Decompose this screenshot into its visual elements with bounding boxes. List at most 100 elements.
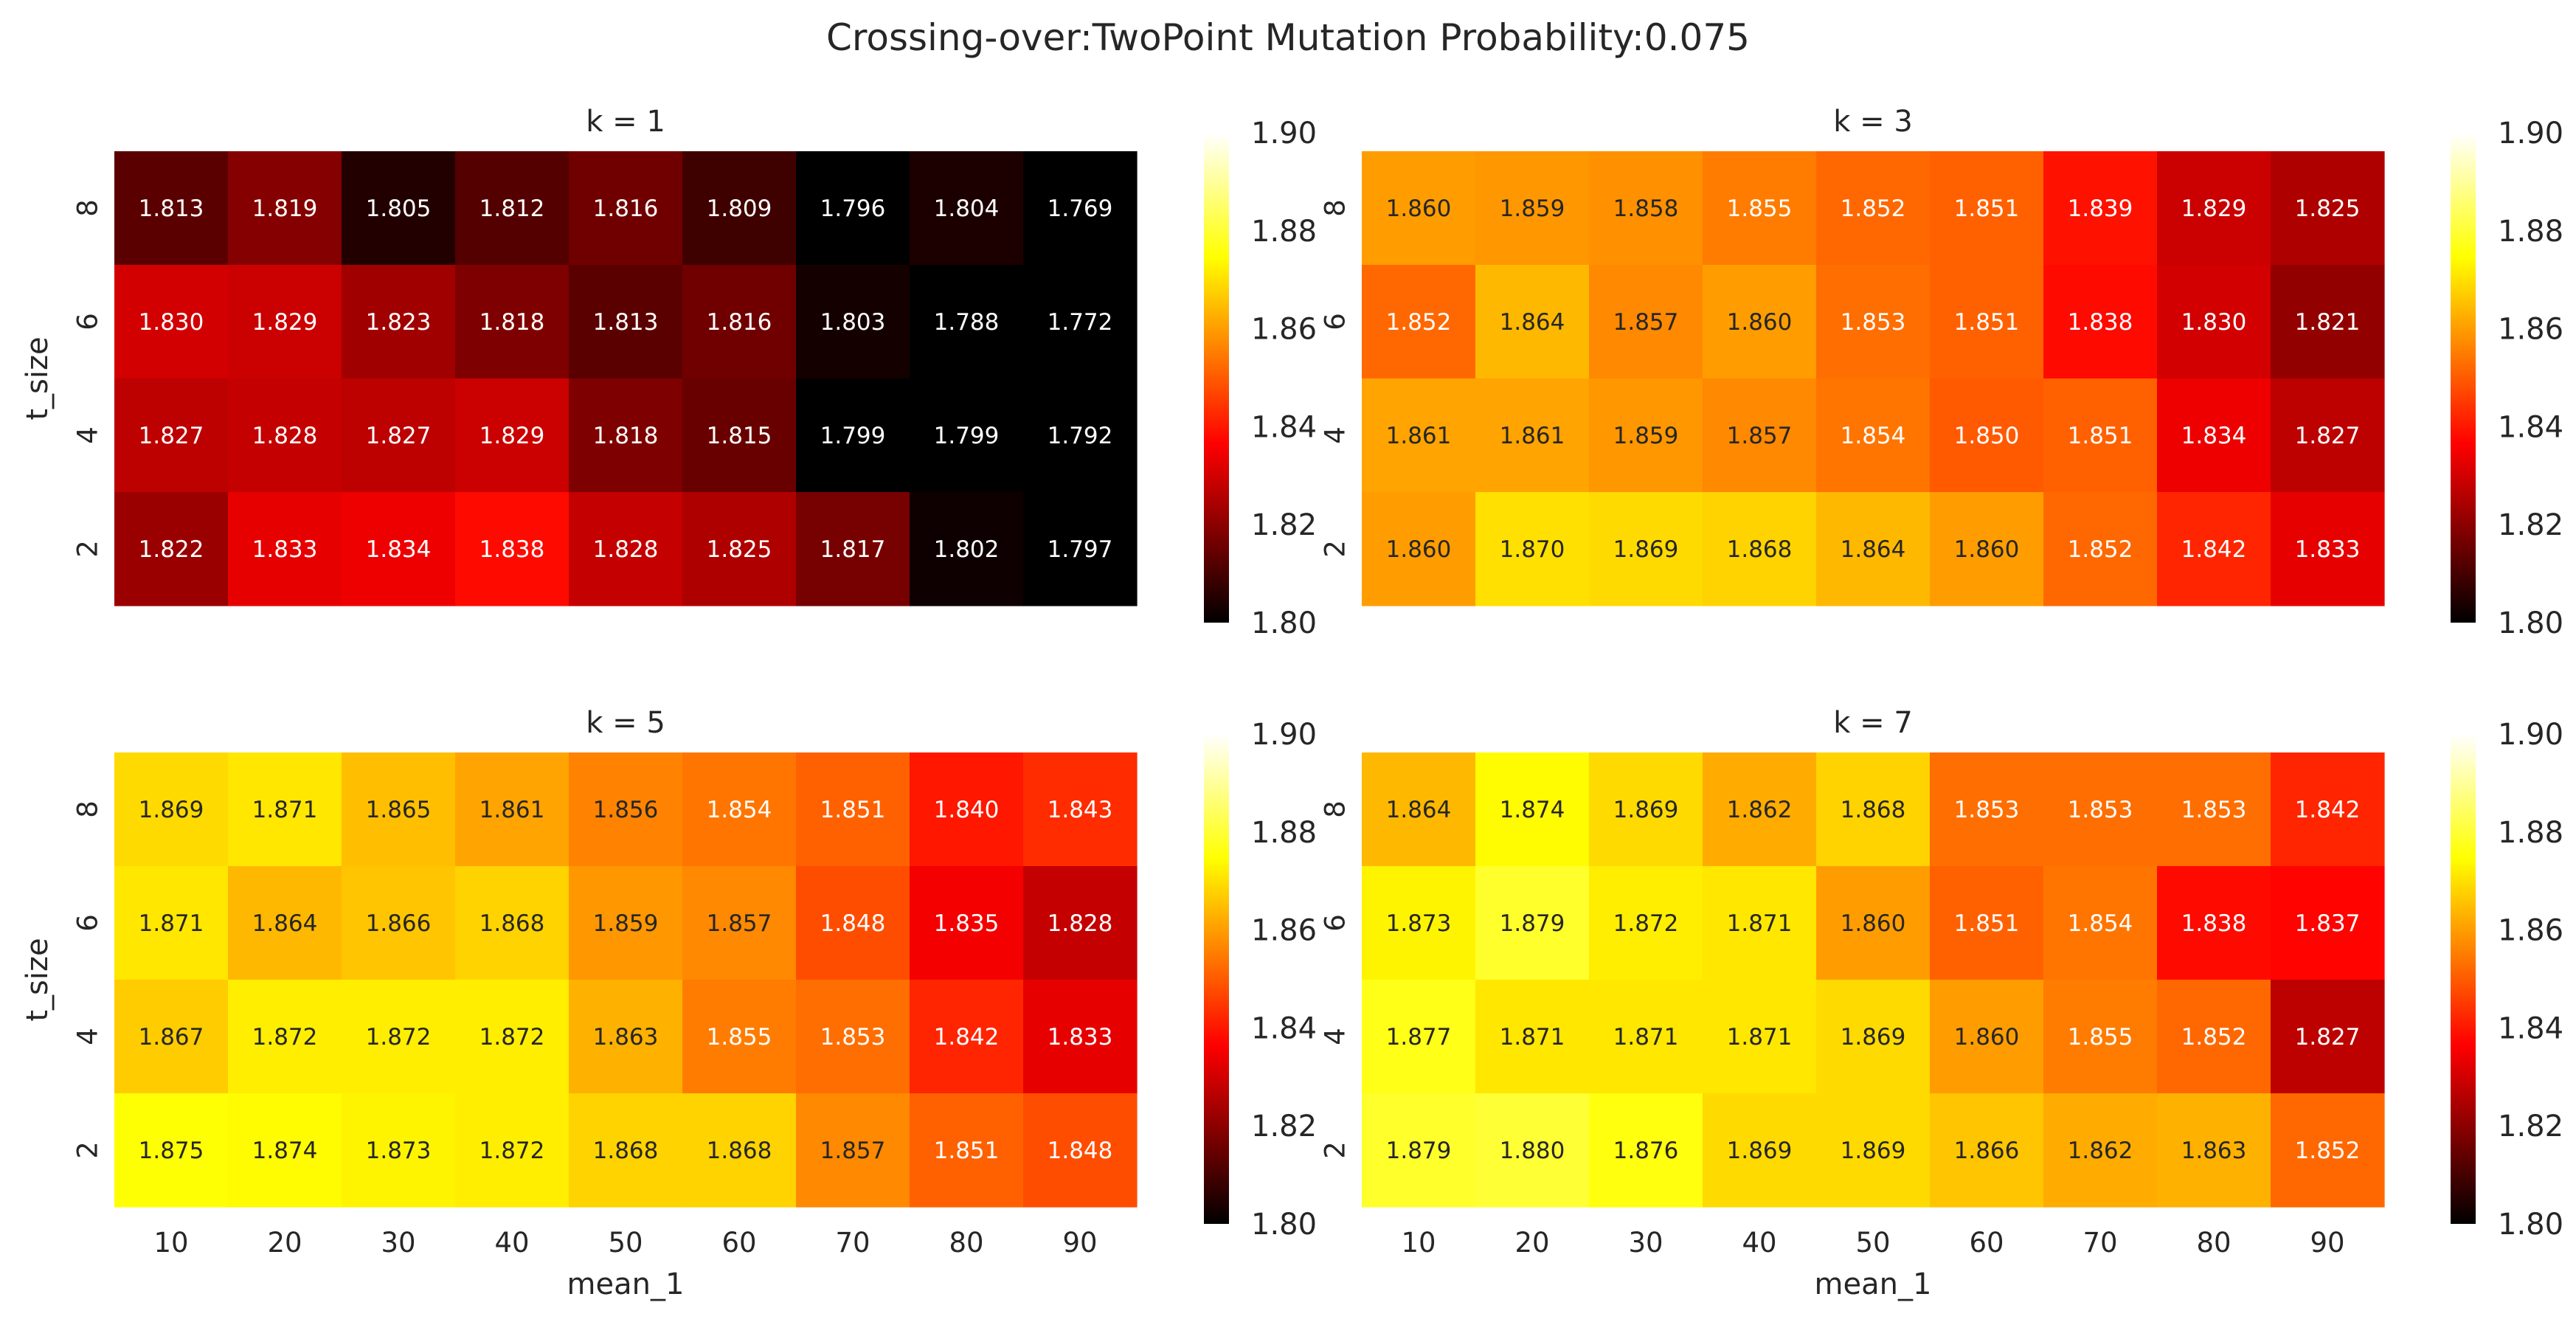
y-tick-label: 2 — [1320, 540, 1351, 558]
y-tick-label: 6 — [72, 914, 104, 932]
heatmap-cell — [1589, 980, 1703, 1094]
y-tick-label: 6 — [72, 313, 104, 330]
colorbar-tick-label: 1.82 — [2498, 1110, 2563, 1143]
cell-value-label: 1.788 — [934, 309, 1000, 336]
x-tick-label: 10 — [153, 1227, 188, 1259]
cell-value-label: 1.827 — [366, 423, 432, 449]
cell-value-label: 1.833 — [252, 536, 318, 563]
cell-value-label: 1.874 — [1500, 797, 1565, 823]
heatmap-cell — [1362, 866, 1476, 980]
cell-value-label: 1.819 — [252, 195, 318, 222]
heatmap-cell — [1475, 1093, 1590, 1208]
panel-title: k = 5 — [586, 706, 665, 740]
heatmap-cell — [1023, 265, 1138, 379]
cell-value-label: 1.859 — [593, 910, 659, 937]
heatmap-cell — [1023, 492, 1138, 606]
colorbar-tick-label: 1.80 — [1251, 606, 1317, 640]
cell-value-label: 1.829 — [2181, 195, 2247, 222]
cell-value-label: 1.857 — [820, 1138, 886, 1164]
heatmap-cell — [910, 1093, 1024, 1208]
cell-value-label: 1.848 — [820, 910, 886, 937]
cell-value-label: 1.880 — [1500, 1138, 1565, 1164]
colorbar-tick-label: 1.88 — [1251, 215, 1317, 249]
cell-value-label: 1.809 — [707, 195, 772, 222]
heatmap-cell — [2043, 1093, 2158, 1208]
heatmap-cell — [2157, 151, 2271, 266]
cell-value-label: 1.796 — [820, 195, 886, 222]
heatmap-cell — [455, 378, 569, 493]
cell-value-label: 1.825 — [2295, 195, 2361, 222]
heatmap-panel-4: 1.864 1.874 1.869 1.862 1.868 1.853 1.853 1.853… — [1320, 706, 2564, 1301]
heatmap-cell — [1930, 1093, 2044, 1208]
heatmap-cell — [1703, 980, 1817, 1094]
cell-value-label: 1.859 — [1500, 195, 1565, 222]
cell-value-label: 1.834 — [2181, 423, 2247, 449]
cell-value-label: 1.838 — [479, 536, 545, 563]
heatmap-cell — [228, 378, 342, 493]
cell-value-label: 1.868 — [707, 1138, 772, 1164]
heatmap-cell — [1475, 378, 1590, 493]
cell-value-label: 1.869 — [1613, 536, 1679, 563]
heatmap-cell — [228, 866, 342, 980]
heatmap-cell — [1816, 1093, 1931, 1208]
heatmap-cell — [1816, 151, 1931, 266]
cell-value-label: 1.871 — [1727, 910, 1793, 937]
colorbar-tick-label: 1.80 — [2498, 1208, 2563, 1242]
heatmap-cell — [455, 980, 569, 1094]
cell-value-label: 1.860 — [1386, 195, 1452, 222]
heatmap-cell — [1703, 265, 1817, 379]
cell-value-label: 1.842 — [2295, 797, 2361, 823]
cell-value-label: 1.799 — [820, 423, 886, 449]
heatmap-cell — [114, 492, 229, 606]
cell-value-label: 1.838 — [2068, 309, 2133, 336]
cell-value-label: 1.879 — [1500, 910, 1565, 937]
heatmap-cell — [228, 752, 342, 867]
colorbar-tick-label: 1.90 — [1251, 117, 1317, 150]
x-axis-label: mean_1 — [1815, 1267, 1932, 1301]
cell-value-label: 1.822 — [139, 536, 204, 563]
cell-value-label: 1.868 — [1727, 536, 1793, 563]
heatmap-cell — [2271, 752, 2385, 867]
colorbar-tick-label: 1.80 — [2498, 606, 2563, 640]
heatmap-cell — [342, 378, 456, 493]
heatmap-cell — [1589, 866, 1703, 980]
cell-value-label: 1.835 — [934, 910, 1000, 937]
colorbar-tick-label: 1.88 — [2498, 816, 2563, 850]
cell-value-label: 1.851 — [1954, 195, 2020, 222]
heatmap-cell — [682, 980, 797, 1094]
cell-value-label: 1.860 — [1727, 309, 1793, 336]
colorbar — [1204, 133, 1229, 623]
heatmap-cell — [796, 752, 910, 867]
heatmap-cell — [1703, 752, 1817, 867]
heatmap-cell — [1589, 151, 1703, 266]
y-tick-label: 2 — [1320, 1141, 1351, 1159]
cell-value-label: 1.869 — [1613, 797, 1679, 823]
heatmap-cell — [1703, 492, 1817, 606]
cell-value-label: 1.862 — [1727, 797, 1793, 823]
heatmap-cell — [2271, 980, 2385, 1094]
cell-value-label: 1.872 — [479, 1138, 545, 1164]
heatmap-cell — [114, 265, 229, 379]
heatmap-cell — [1930, 980, 2044, 1094]
cell-value-label: 1.871 — [1613, 1024, 1679, 1051]
cell-value-label: 1.851 — [820, 797, 886, 823]
heatmap-cell — [1930, 265, 2044, 379]
cell-value-label: 1.852 — [2181, 1024, 2247, 1051]
x-tick-label: 30 — [1628, 1227, 1663, 1259]
cell-value-label: 1.864 — [1386, 797, 1452, 823]
cell-value-label: 1.868 — [1841, 797, 1906, 823]
x-tick-label: 70 — [835, 1227, 870, 1259]
heatmap-cell — [1930, 752, 2044, 867]
heatmap-cell — [114, 1093, 229, 1208]
cell-value-label: 1.853 — [2068, 797, 2133, 823]
cell-value-label: 1.852 — [2068, 536, 2133, 563]
cell-value-label: 1.799 — [934, 423, 1000, 449]
heatmap-cell — [2271, 492, 2385, 606]
x-tick-label: 10 — [1401, 1227, 1436, 1259]
heatmap-cell — [2271, 378, 2385, 493]
cell-value-label: 1.870 — [1500, 536, 1565, 563]
cell-value-label: 1.868 — [479, 910, 545, 937]
cell-value-label: 1.823 — [366, 309, 432, 336]
heatmap-cell — [1475, 866, 1590, 980]
heatmap-cell — [342, 492, 456, 606]
